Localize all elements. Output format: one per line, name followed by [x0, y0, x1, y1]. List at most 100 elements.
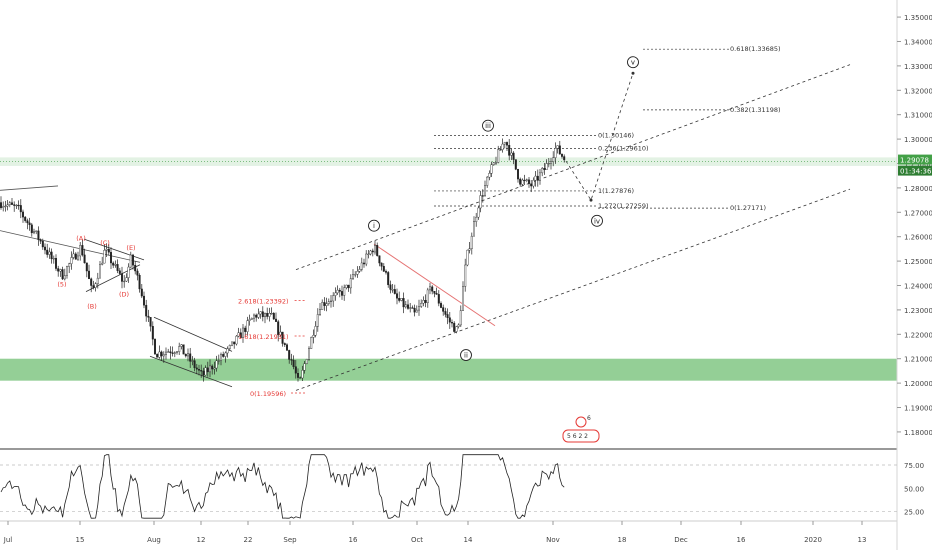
- candle-body: [74, 253, 77, 260]
- price-tick-label: 1.21000: [904, 356, 932, 364]
- candle-body: [541, 168, 544, 174]
- candle-body: [312, 335, 315, 338]
- candle-body: [550, 161, 553, 164]
- candle-body: [37, 230, 40, 240]
- candle-body: [347, 284, 350, 289]
- candle-body: [169, 351, 172, 354]
- candle-body: [151, 326, 154, 340]
- candle-body: [459, 310, 462, 326]
- badge-pill: [562, 429, 600, 443]
- candles: [0, 138, 566, 382]
- candle-body: [246, 320, 249, 332]
- grid: [0, 448, 897, 522]
- candle-body: [448, 317, 451, 323]
- candle-body: [217, 360, 220, 362]
- candle-body: [301, 370, 304, 379]
- candle-body: [468, 248, 471, 251]
- candle-body: [125, 277, 128, 282]
- candle-body: [514, 159, 517, 170]
- candle-body: [92, 285, 95, 288]
- candle-body: [17, 204, 20, 207]
- fib-label: 0(1.19596): [250, 390, 286, 398]
- candle-body: [35, 230, 38, 232]
- candle-body: [400, 298, 403, 301]
- wave-circle: [482, 119, 494, 132]
- candle-body: [442, 307, 445, 312]
- fib-label: 0.236(1.29610): [598, 145, 649, 153]
- candle-body: [336, 289, 339, 294]
- candle-body: [252, 314, 255, 319]
- candle-body: [510, 152, 513, 156]
- candle-body: [499, 149, 502, 151]
- time-tick-label: 12: [197, 536, 206, 544]
- candle-body: [182, 344, 185, 355]
- candle-body: [83, 254, 86, 264]
- candle-body: [127, 266, 130, 278]
- candle-body: [543, 168, 546, 170]
- candle-body: [224, 352, 227, 357]
- rsi-line: [0, 454, 565, 519]
- candle-body: [279, 331, 282, 336]
- candle-body: [431, 286, 434, 292]
- candle-body: [28, 222, 31, 226]
- candle-body: [270, 312, 273, 315]
- candle-body: [495, 162, 498, 164]
- candle-body: [208, 365, 211, 373]
- candle-body: [528, 179, 531, 184]
- candle-body: [206, 367, 209, 373]
- price-tick-label: 1.33000: [904, 63, 932, 71]
- candle-body: [382, 266, 385, 272]
- candle-body: [98, 264, 101, 279]
- current-band: [0, 157, 897, 166]
- candle-body: [33, 231, 36, 234]
- candle-body: [26, 220, 29, 224]
- candle-body: [437, 294, 440, 304]
- candle-body: [244, 327, 247, 332]
- price-tick-label: 1.23000: [904, 307, 932, 315]
- candle-body: [235, 335, 238, 345]
- correction-line: [373, 243, 496, 327]
- candle-body: [160, 351, 163, 357]
- candle-body: [396, 293, 399, 299]
- time-axis: Jul 15 Aug 12 22 Sep 16 Oct 14 Nov 18 Dec 16 2020 13: [3, 521, 866, 544]
- candle-body: [380, 262, 383, 267]
- candle-body: [563, 156, 566, 161]
- candle-body: [85, 262, 88, 272]
- candle-body: [497, 149, 500, 163]
- candle-body: [407, 304, 410, 309]
- current-price-tag: [898, 154, 932, 165]
- candle-body: [230, 341, 233, 346]
- candle-body: [180, 344, 183, 347]
- candle-body: [422, 300, 425, 304]
- candle-body: [283, 343, 286, 345]
- candle-body: [277, 321, 280, 336]
- candle-body: [453, 322, 456, 332]
- candle-body: [228, 345, 231, 349]
- candle-body: [506, 142, 509, 146]
- candle-body: [484, 185, 487, 196]
- candle-body: [444, 311, 447, 315]
- candle-body: [503, 142, 506, 145]
- countdown-tag: [898, 165, 932, 176]
- time-tick-label: 14: [464, 536, 473, 544]
- candle-body: [44, 246, 47, 251]
- candle-body: [61, 269, 64, 280]
- candle-body: [173, 352, 176, 354]
- trend-line: [0, 230, 141, 263]
- candle-body: [264, 313, 267, 318]
- candle-body: [341, 291, 344, 296]
- candle-body: [134, 264, 137, 272]
- fib-label: 1(1.27876): [598, 187, 634, 195]
- candle-body: [275, 318, 278, 322]
- fib-label: 1.618(1.21931): [238, 333, 289, 341]
- badge-bottom: 5 6 2 2: [567, 433, 588, 440]
- candle-body: [358, 269, 361, 272]
- candle-body: [455, 326, 458, 332]
- candle-body: [0, 202, 2, 208]
- time-tick-label: Oct: [411, 536, 423, 544]
- candle-body: [457, 324, 460, 327]
- time-tick-label: Nov: [546, 536, 560, 544]
- candle-body: [138, 275, 141, 290]
- candle-body: [556, 145, 559, 149]
- candle-body: [325, 303, 328, 306]
